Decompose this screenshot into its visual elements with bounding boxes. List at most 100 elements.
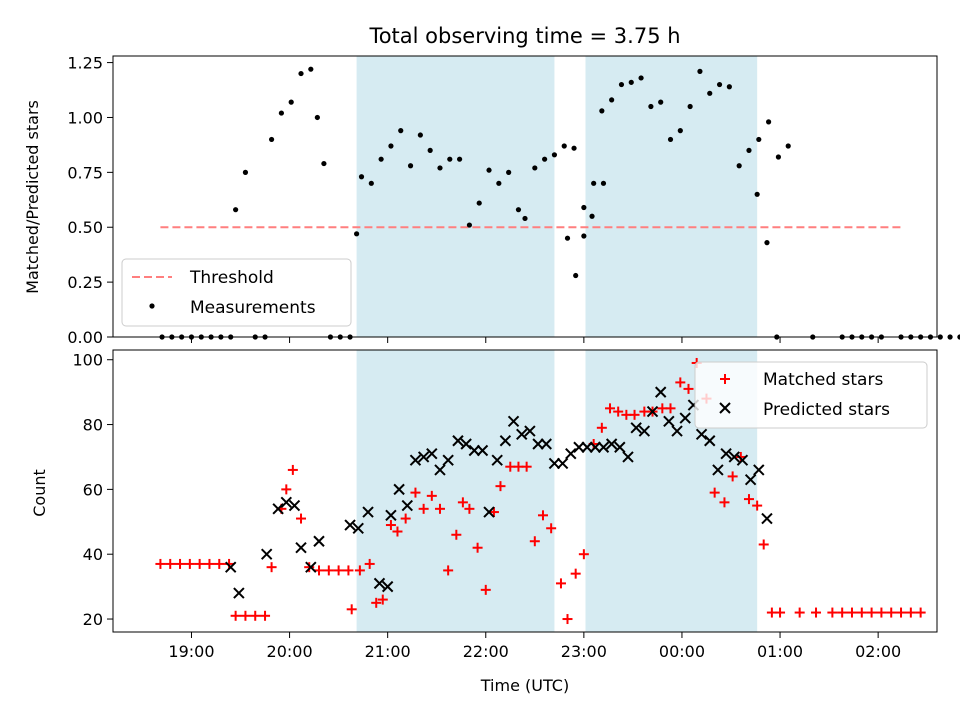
- measurement-points: [159, 66, 960, 340]
- measurement-point: [233, 207, 239, 213]
- predicted-star-marker: [720, 448, 732, 460]
- matched-star-marker: [281, 484, 292, 495]
- predicted-star-marker: [565, 448, 577, 460]
- measurement-point: [600, 180, 607, 186]
- legend-predicted-label: Predicted stars: [763, 400, 890, 420]
- marker-stroke: [260, 548, 273, 560]
- measurement-point: [766, 119, 772, 125]
- predicted-star-marker: [385, 509, 397, 522]
- measurement-point: [314, 114, 320, 121]
- measurement-point: [466, 222, 473, 228]
- marker-stroke: [452, 435, 464, 447]
- marker-stroke: [381, 580, 394, 593]
- bottom-y-axis-label: Count: [30, 469, 49, 517]
- matched-star-marker: [287, 464, 298, 475]
- matched-star-marker: [266, 562, 277, 573]
- measurement-point: [358, 174, 365, 180]
- marker-stroke: [460, 438, 472, 450]
- measurement-point: [775, 154, 782, 160]
- matched-star-marker: [194, 558, 205, 569]
- predicted-star-marker: [532, 438, 544, 450]
- matched-star-marker: [562, 614, 573, 625]
- measurement-point: [551, 152, 558, 158]
- predicted-star-marker: [233, 587, 245, 599]
- marker-stroke: [712, 464, 724, 476]
- matched-star-marker: [385, 520, 396, 531]
- x-tick-label: 20:00: [267, 642, 313, 661]
- matched-star-marker: [613, 406, 624, 417]
- marker-stroke: [225, 561, 237, 573]
- predicted-star-marker: [548, 457, 561, 470]
- bottom-y-tick-label: 40: [83, 545, 103, 564]
- matched-star-marker: [434, 503, 445, 514]
- predicted-star-marker: [313, 535, 325, 547]
- x-tick-label: 23:00: [561, 642, 607, 661]
- marker-stroke: [753, 464, 765, 476]
- bottom-y-ticks: 20 40 60 80 100: [72, 351, 113, 629]
- bottom-x-ticks: 19:00 20:00 21:00 22:00 23:00 00:00 01:00 02:00: [168, 632, 901, 661]
- predicted-star-marker: [362, 506, 374, 518]
- measurement-point: [407, 163, 414, 169]
- measurement-point: [591, 180, 597, 186]
- top-y-tick-label: 0.50: [67, 218, 103, 237]
- matched-star-marker: [683, 383, 694, 394]
- predicted-star-marker: [344, 519, 356, 531]
- matched-star-marker: [743, 494, 754, 505]
- matched-star-marker: [578, 549, 589, 560]
- bottom-legend: Matched stars Predicted stars: [694, 361, 928, 429]
- measurement-point: [398, 128, 404, 134]
- x-tick-label: 19:00: [168, 642, 214, 661]
- measurement-point: [417, 132, 423, 138]
- matched-star-marker: [886, 607, 897, 618]
- marker-stroke: [499, 435, 512, 447]
- matched-star-marker: [846, 607, 857, 618]
- marker-stroke: [736, 454, 749, 466]
- marker-stroke: [556, 457, 569, 470]
- predicted-star-marker: [679, 412, 691, 424]
- measurement-point: [378, 156, 384, 162]
- predicted-star-marker: [352, 522, 364, 534]
- measurement-point: [785, 143, 791, 149]
- matched-star-marker: [794, 607, 805, 618]
- top-y-tick-label: 1.00: [67, 108, 103, 127]
- predicted-star-marker: [483, 506, 495, 518]
- marker-stroke: [719, 402, 731, 414]
- matched-star-marker: [457, 497, 468, 508]
- measurement-point: [321, 160, 327, 167]
- measurement-point: [242, 169, 249, 175]
- measurement-point: [573, 272, 579, 279]
- measurement-point: [496, 180, 502, 186]
- measurement-point: [589, 213, 595, 219]
- legend-matched-label: Matched stars: [763, 370, 883, 390]
- matched-star-marker: [443, 565, 454, 576]
- marker-stroke: [605, 438, 618, 450]
- marker-stroke: [540, 438, 552, 450]
- matched-star-marker: [165, 558, 176, 569]
- marker-stroke: [233, 587, 245, 599]
- predicted-star-marker: [663, 415, 675, 428]
- x-tick-label: 02:00: [855, 642, 901, 661]
- matched-star-marker: [354, 565, 365, 576]
- predicted-star-marker: [719, 402, 731, 414]
- marker-stroke: [663, 415, 675, 428]
- matched-star-marker: [480, 584, 491, 595]
- matched-star-marker: [175, 558, 186, 569]
- matched-star-marker: [837, 607, 848, 618]
- legend-threshold-label: Threshold: [189, 268, 274, 288]
- matched-star-marker: [720, 374, 730, 384]
- marker-stroke: [434, 464, 446, 476]
- matched-star-marker: [426, 490, 437, 501]
- matched-star-marker: [521, 461, 532, 472]
- predicted-star-marker: [401, 499, 413, 512]
- shaded-interval-0: [356, 56, 555, 337]
- matched-star-marker: [304, 562, 315, 573]
- predicted-star-marker: [295, 542, 307, 554]
- measurement-point: [618, 81, 625, 88]
- top-y-axis-label: Matched/Predicted stars: [23, 100, 42, 294]
- matched-star-marker: [735, 451, 746, 462]
- marker-stroke: [720, 448, 732, 460]
- matched-star-marker: [314, 565, 324, 576]
- matched-star-marker: [629, 409, 640, 420]
- matched-star-marker: [605, 403, 616, 414]
- measurement-point: [667, 136, 674, 143]
